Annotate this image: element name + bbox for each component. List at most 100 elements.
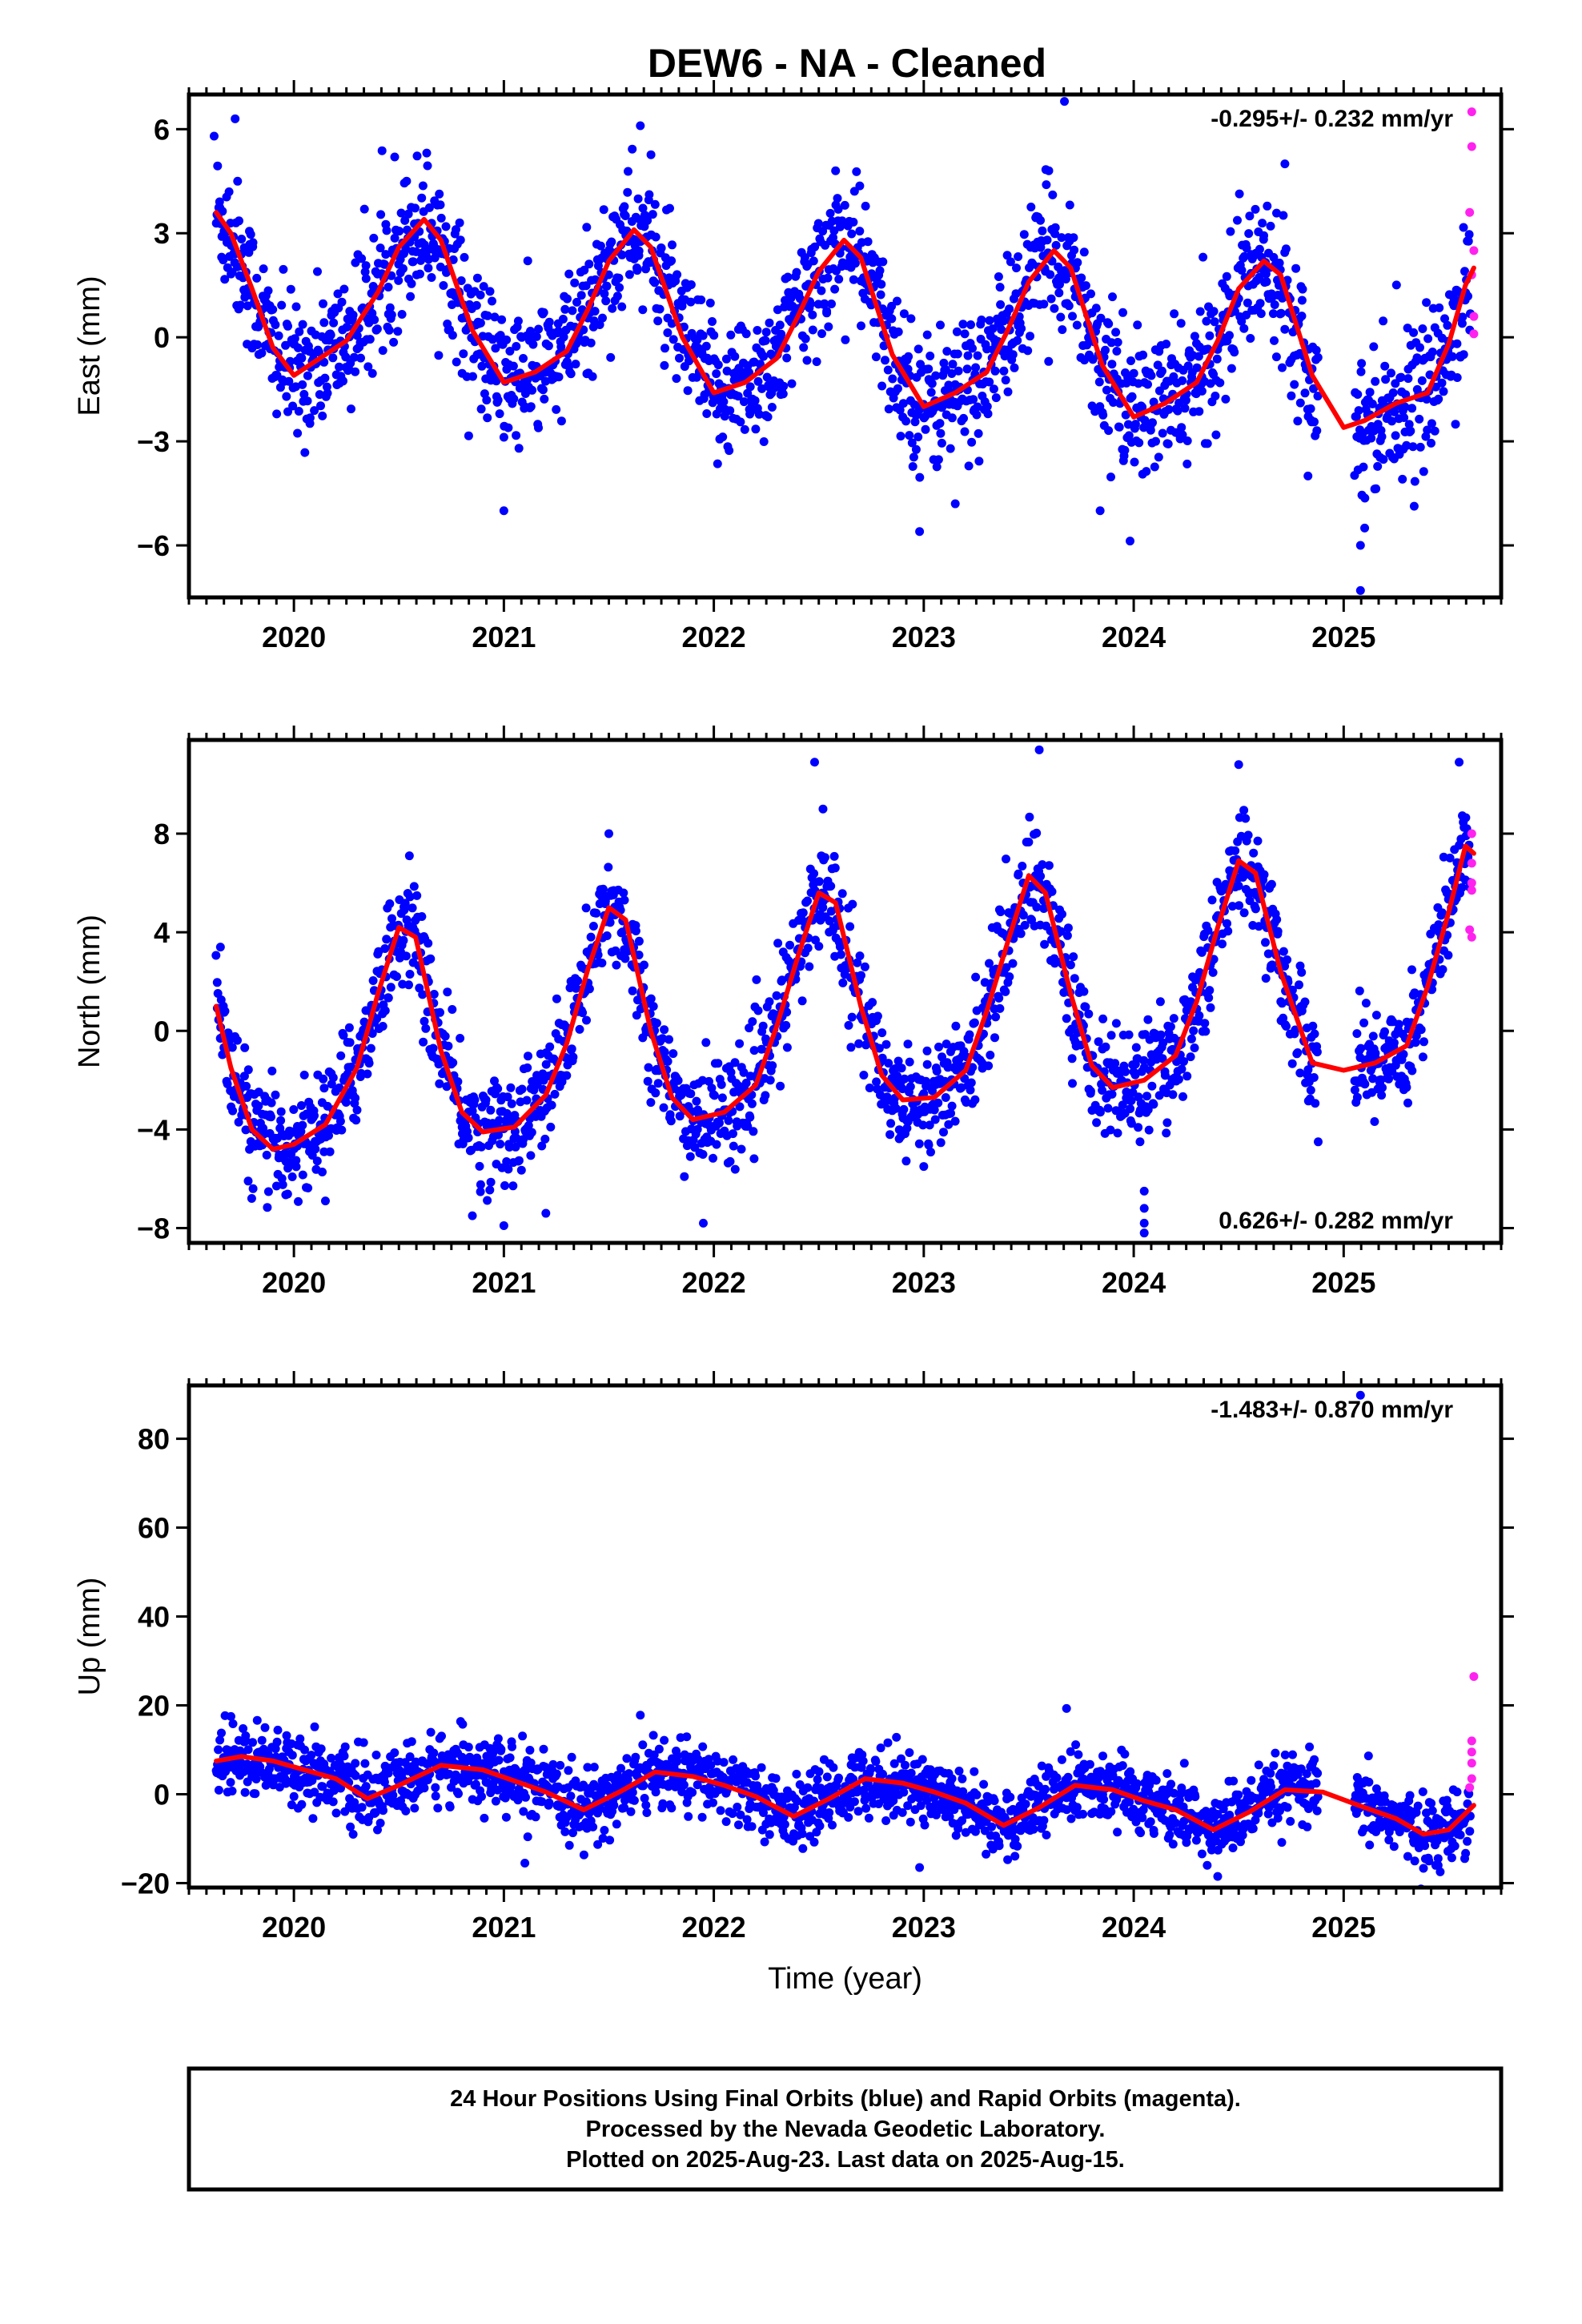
north-rate-annotation: 0.626+/- 0.282 mm/yr [1219,1208,1453,1234]
up-data-point [444,1769,454,1779]
east-data-point [422,148,432,158]
east-data-point [966,320,975,329]
north-data-point [486,1177,496,1187]
east-data-point [759,352,769,361]
east-data-point [767,403,777,412]
north-data-point [891,1104,901,1113]
north-data-point [1126,1096,1136,1105]
north-data-point [995,1003,1005,1013]
north-data-point [409,882,419,891]
east-data-point [1279,211,1288,220]
east-data-point [822,307,832,316]
north-data-point [1283,955,1292,964]
north-data-point [401,951,411,961]
east-data-point [802,356,812,365]
up-data-point [622,1754,632,1763]
up-data-point [348,1830,358,1839]
north-data-point [773,939,783,948]
north-data-point [1032,828,1042,838]
north-data-point [483,1196,492,1205]
east-data-point [427,273,436,282]
east-data-point [1443,320,1452,330]
up-data-point [544,1798,554,1807]
north-data-point [1186,1052,1195,1062]
east-data-point [1064,301,1074,311]
north-data-point [1461,813,1471,822]
east-data-point [272,409,282,419]
north-data-point [1068,1079,1077,1088]
east-data-point [646,150,656,159]
east-data-point [559,332,568,342]
east-data-point [875,266,885,275]
east-data-point [1042,235,1052,245]
north-xtick-label: 2025 [1311,1266,1375,1299]
east-data-point [1203,439,1212,448]
north-data-point [495,1116,504,1125]
north-data-point [854,1039,864,1048]
north-data-point [820,853,829,862]
east-data-point [669,335,678,344]
east-data-point [305,413,315,423]
north-data-point [994,993,1004,1003]
east-data-point [698,331,708,340]
up-data-point [248,1738,257,1747]
north-data-point [1206,1003,1215,1012]
east-data-point [319,299,327,308]
north-data-point [267,1098,276,1108]
north-data-point [632,1011,641,1020]
north-data-point [1457,883,1467,892]
east-data-point [730,352,740,361]
north-data-point [1047,887,1057,896]
east-data-point [1418,324,1427,333]
north-data-point [227,1043,237,1052]
north-data-point [233,1035,242,1045]
north-data-point [254,1101,263,1111]
north-data-point [584,984,594,994]
north-xtick-label: 2020 [262,1266,326,1299]
east-ytick-label: 6 [154,113,170,146]
east-data-point [1194,352,1203,361]
north-data-point [1067,1054,1077,1063]
north-data-point [768,1061,777,1071]
east-data-point [483,413,492,423]
east-data-point [1106,472,1115,482]
up-data-point [373,1825,382,1835]
up-data-point [429,1748,439,1758]
north-data-point [1407,965,1416,975]
east-data-point [406,292,416,301]
east-data-point [761,336,770,345]
east-data-point [601,296,611,306]
north-data-point [443,987,452,997]
north-data-point [325,1147,335,1156]
north-rapid-point [1467,829,1476,838]
north-data-point [1008,959,1018,968]
north-data-point [262,1150,271,1160]
east-data-point [363,362,373,372]
east-xtick-label: 2025 [1311,621,1375,653]
east-data-point [220,275,230,284]
north-data-point [1158,1038,1168,1047]
north-data-point [709,1091,719,1100]
east-data-point [599,205,608,215]
east-data-point [809,256,818,266]
north-outlier-point [499,1220,508,1230]
east-data-point [303,371,312,380]
east-data-point [1280,324,1290,334]
north-data-point [387,914,396,923]
east-data-point [434,351,444,360]
up-data-point [567,1752,576,1762]
up-data-point [667,1803,677,1813]
north-data-point [481,1095,491,1104]
east-data-point [823,273,833,283]
north-data-point [1419,1037,1428,1047]
east-rapid-point [1467,107,1476,117]
east-data-point [813,219,823,228]
north-data-point [991,1012,1001,1022]
east-data-point [787,379,797,388]
up-data-point [310,1722,319,1731]
up-data-point [523,1832,532,1842]
east-data-point [991,393,1001,403]
north-data-point [1352,1092,1362,1102]
north-data-point [507,1099,516,1108]
